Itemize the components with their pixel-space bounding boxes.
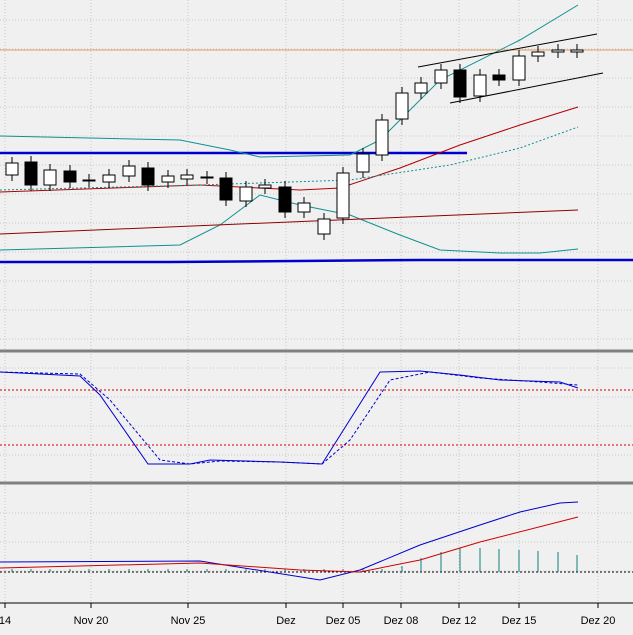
indicator-line	[0, 516, 579, 573]
candle-body	[161, 175, 175, 183]
candle-body	[414, 82, 428, 94]
candle-body	[531, 51, 545, 57]
x-tick-label: Nov 25	[171, 615, 206, 627]
candle-body	[492, 74, 506, 81]
candle-body	[239, 186, 253, 202]
candle-body	[336, 172, 350, 219]
candle-body	[180, 174, 194, 180]
candle-body	[317, 218, 331, 235]
candle-body	[200, 176, 214, 179]
indicator-line	[0, 106, 579, 193]
indicator-line	[0, 209, 579, 235]
candle-body	[356, 153, 370, 173]
candle-body	[219, 177, 233, 201]
x-tick-label: Dez 20	[581, 615, 616, 627]
indicator-line	[0, 370, 579, 465]
x-tick-label: Dez 05	[326, 615, 361, 627]
x-tick-label: 14	[0, 615, 11, 627]
candle-body	[141, 167, 155, 186]
candle-body	[395, 92, 409, 120]
candle-body	[5, 162, 19, 176]
indicator-line	[0, 371, 579, 465]
candle-body	[102, 174, 116, 183]
indicator-line	[0, 194, 579, 254]
x-tick-label: Dez 08	[384, 615, 419, 627]
candle-body	[122, 165, 136, 177]
price-panel	[0, 4, 633, 581]
x-tick-label: Dez	[276, 615, 296, 627]
candle-body	[24, 161, 38, 186]
candle-body	[258, 184, 272, 189]
candle-body	[434, 69, 448, 84]
candle-body	[512, 55, 526, 81]
x-tick-label: Dez 15	[502, 615, 537, 627]
candle-body	[63, 170, 77, 183]
candle-body	[297, 202, 311, 213]
candle-body	[43, 169, 57, 186]
candle-body	[278, 186, 292, 213]
indicator-line	[417, 33, 598, 68]
candle-body	[570, 49, 584, 53]
x-axis: 14 Nov 20 Nov 25 Dez Dez 05 Dez 08 Dez 12 Dez 1…	[0, 603, 615, 627]
candle-body	[473, 74, 487, 97]
indicator-line	[0, 501, 579, 581]
indicator-line	[0, 258, 633, 264]
candle-body	[375, 119, 389, 156]
candle-body	[82, 179, 96, 182]
candle-body	[551, 49, 565, 53]
x-tick-label: Nov 20	[74, 615, 109, 627]
candle-body	[453, 69, 467, 98]
indicator-line	[0, 126, 579, 191]
x-tick-label: Dez 12	[442, 615, 477, 627]
indicator-line	[449, 72, 604, 104]
